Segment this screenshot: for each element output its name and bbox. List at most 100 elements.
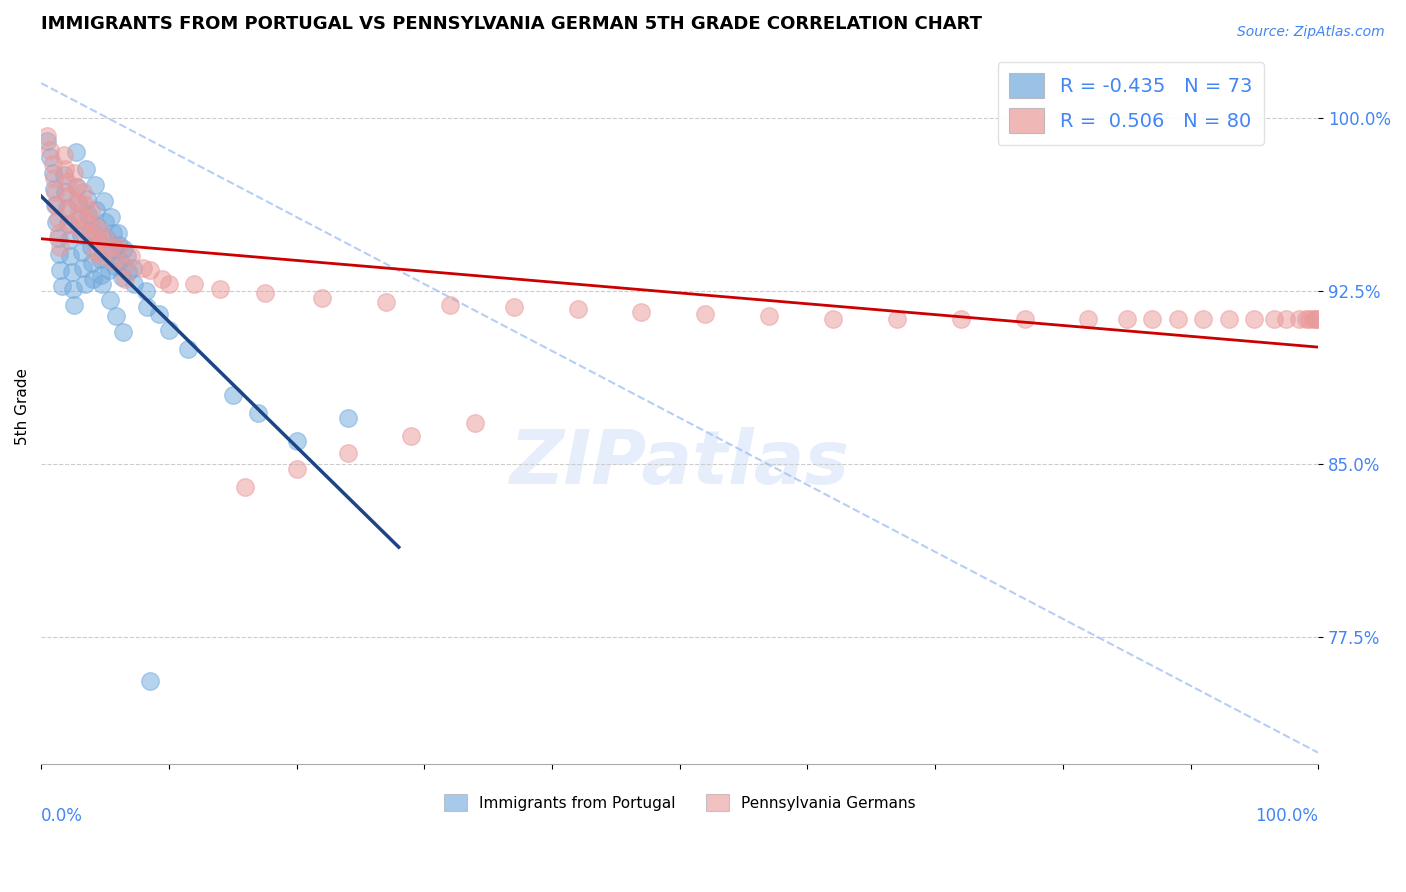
Point <box>97 263 120 277</box>
Point <box>221 388 243 402</box>
Point <box>90 268 112 282</box>
Point <box>108 237 131 252</box>
Point <box>886 311 908 326</box>
Point <box>59 217 82 231</box>
Point <box>63 298 86 312</box>
Point <box>66 180 89 194</box>
Point <box>48 247 70 261</box>
Point <box>157 323 180 337</box>
Point <box>1302 311 1324 326</box>
Point <box>122 260 145 275</box>
Text: 100.0%: 100.0% <box>1256 807 1319 825</box>
Point <box>101 226 124 240</box>
Point <box>45 198 67 212</box>
Point <box>177 342 200 356</box>
Point <box>336 411 359 425</box>
Point <box>87 221 110 235</box>
Point <box>758 310 780 324</box>
Point <box>439 298 461 312</box>
Point <box>96 247 118 261</box>
Point <box>157 277 180 291</box>
Point <box>695 307 717 321</box>
Point <box>69 228 91 243</box>
Point <box>107 240 129 254</box>
Point <box>1306 311 1329 326</box>
Point <box>96 231 118 245</box>
Point <box>37 134 59 148</box>
Point <box>49 263 72 277</box>
Point <box>75 161 97 176</box>
Point <box>1243 311 1265 326</box>
Point <box>132 260 155 275</box>
Point <box>55 201 77 215</box>
Point <box>1167 311 1189 326</box>
Point <box>1288 311 1310 326</box>
Text: ZIPatlas: ZIPatlas <box>510 427 849 500</box>
Point <box>120 249 142 263</box>
Point <box>83 178 105 192</box>
Point <box>94 231 117 245</box>
Point <box>98 293 121 307</box>
Point <box>39 143 62 157</box>
Point <box>1275 311 1298 326</box>
Point <box>112 259 135 273</box>
Point <box>80 240 103 254</box>
Point <box>100 210 122 224</box>
Point <box>89 235 111 250</box>
Point <box>103 243 125 257</box>
Point <box>62 282 84 296</box>
Point <box>101 253 124 268</box>
Point <box>70 244 93 259</box>
Point <box>112 243 135 257</box>
Point <box>87 235 110 250</box>
Point <box>107 226 129 240</box>
Point <box>56 217 79 231</box>
Point <box>105 310 128 324</box>
Point <box>67 212 90 227</box>
Point <box>82 272 104 286</box>
Point <box>76 226 98 240</box>
Point <box>82 256 104 270</box>
Point <box>152 272 174 286</box>
Point <box>76 192 98 206</box>
Point <box>821 311 844 326</box>
Text: 0.0%: 0.0% <box>41 807 83 825</box>
Point <box>117 265 139 279</box>
Point <box>93 194 115 208</box>
Point <box>82 231 104 245</box>
Point <box>63 166 86 180</box>
Text: Source: ZipAtlas.com: Source: ZipAtlas.com <box>1237 25 1385 39</box>
Point <box>183 277 205 291</box>
Point <box>630 304 652 318</box>
Point <box>39 150 62 164</box>
Point <box>464 416 486 430</box>
Point <box>73 198 96 212</box>
Point <box>110 253 132 268</box>
Point <box>138 263 160 277</box>
Point <box>1077 311 1099 326</box>
Y-axis label: 5th Grade: 5th Grade <box>15 368 30 445</box>
Point <box>401 429 423 443</box>
Point <box>67 221 90 235</box>
Point <box>59 249 82 263</box>
Point <box>100 240 122 254</box>
Point <box>41 166 63 180</box>
Point <box>285 434 308 448</box>
Legend: Immigrants from Portugal, Pennsylvania Germans: Immigrants from Portugal, Pennsylvania G… <box>437 788 922 817</box>
Point <box>42 182 65 196</box>
Point <box>1298 311 1320 326</box>
Point <box>51 279 73 293</box>
Text: IMMIGRANTS FROM PORTUGAL VS PENNSYLVANIA GERMAN 5TH GRADE CORRELATION CHART: IMMIGRANTS FROM PORTUGAL VS PENNSYLVANIA… <box>41 15 983 33</box>
Point <box>90 249 112 263</box>
Point <box>114 272 136 286</box>
Point <box>1192 311 1215 326</box>
Point <box>111 326 134 340</box>
Point <box>77 208 100 222</box>
Point <box>44 198 66 212</box>
Point <box>67 196 90 211</box>
Point <box>135 284 157 298</box>
Point <box>110 270 132 285</box>
Point <box>65 180 87 194</box>
Point <box>138 674 160 689</box>
Point <box>253 286 276 301</box>
